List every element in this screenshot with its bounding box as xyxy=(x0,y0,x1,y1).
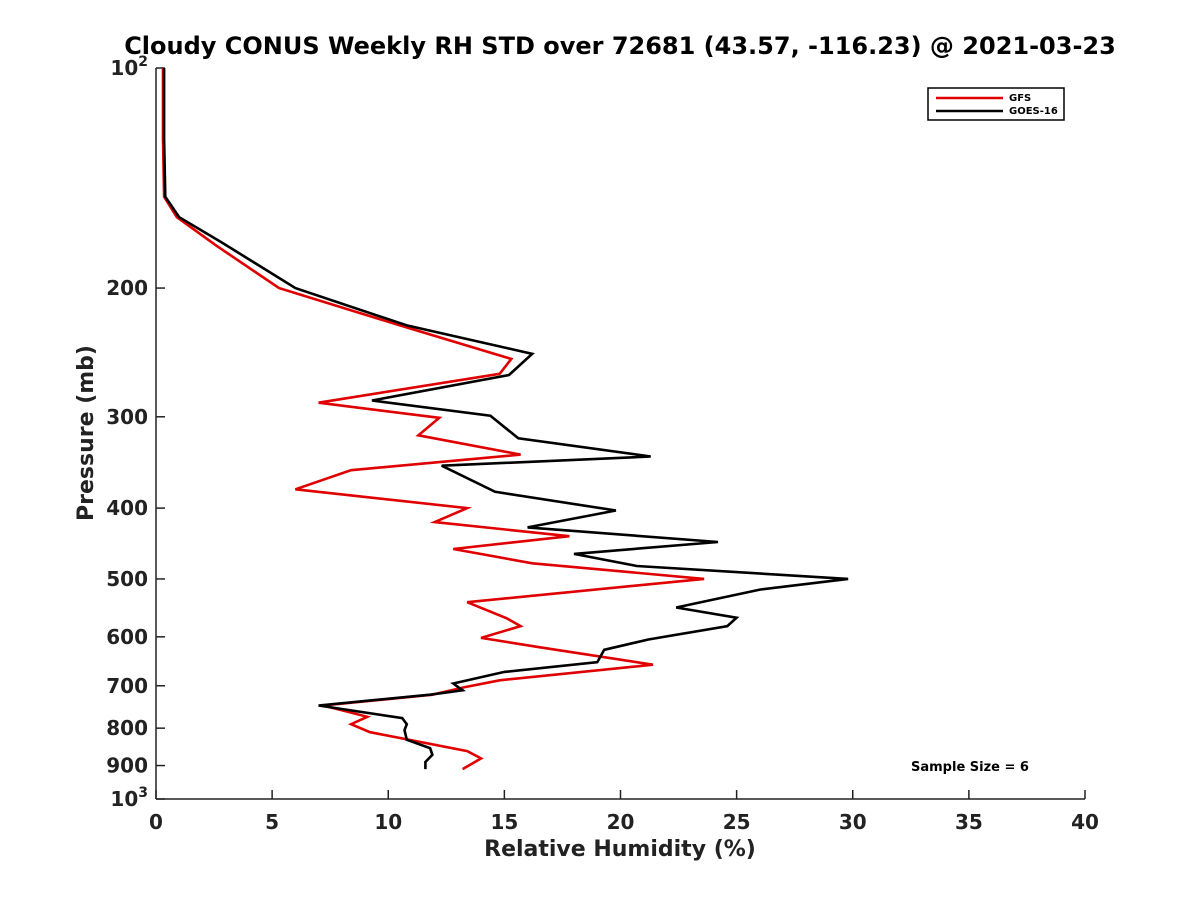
x-tick-label: 25 xyxy=(723,810,751,834)
y-tick-label-base: 10 xyxy=(110,56,138,80)
series-line-goes-16 xyxy=(162,68,849,770)
legend-label-goes-16: GOES-16 xyxy=(1009,106,1058,117)
x-tick-label: 15 xyxy=(490,810,518,834)
y-axis-label: Pressure (mb) xyxy=(74,345,99,521)
y-tick-label-base: 900 xyxy=(106,754,148,778)
x-ticks: 0 5 10 15 20 25 30 35 40 xyxy=(149,790,1099,834)
y-tick-label: 102 xyxy=(110,54,148,80)
x-tick-label: 30 xyxy=(839,810,867,834)
y-tick-label-base: 300 xyxy=(106,405,148,429)
y-tick-label-base: 600 xyxy=(106,625,148,649)
y-tick-label: 700 xyxy=(106,674,148,698)
y-tick-label: 400 xyxy=(106,496,148,520)
y-tick-label: 200 xyxy=(106,276,148,300)
y-tick-label: 800 xyxy=(106,716,148,740)
legend: GFS GOES-16 xyxy=(927,87,1065,121)
y-tick-label: 300 xyxy=(106,405,148,429)
x-tick-label: 0 xyxy=(149,810,163,834)
sample-size-annotation: Sample Size = 6 xyxy=(911,760,1029,775)
x-axis-label: Relative Humidity (%) xyxy=(484,837,756,862)
legend-label-gfs: GFS xyxy=(1009,93,1031,104)
y-tick-label-exponent: 3 xyxy=(138,785,148,801)
x-tick-label: 10 xyxy=(374,810,402,834)
y-tick-label-base: 700 xyxy=(106,674,148,698)
y-tick-label-base: 200 xyxy=(106,276,148,300)
x-tick-label: 20 xyxy=(607,810,635,834)
y-tick-label-exponent: 2 xyxy=(138,54,148,70)
y-tick-label: 900 xyxy=(106,754,148,778)
legend-box xyxy=(927,87,1065,121)
y-tick-label-base: 800 xyxy=(106,716,148,740)
chart-title: Cloudy CONUS Weekly RH STD over 72681 (4… xyxy=(124,32,1116,60)
y-tick-label-base: 10 xyxy=(110,787,138,811)
y-tick-label: 103 xyxy=(110,785,148,811)
plot-area xyxy=(156,68,1085,799)
y-tick-label-base: 500 xyxy=(106,567,148,591)
x-tick-label: 5 xyxy=(265,810,279,834)
x-tick-label: 40 xyxy=(1071,810,1099,834)
y-tick-label: 600 xyxy=(106,625,148,649)
x-tick-label: 35 xyxy=(955,810,983,834)
series-layer xyxy=(161,68,849,771)
y-tick-label-base: 400 xyxy=(106,496,148,520)
y-tick-label: 500 xyxy=(106,567,148,591)
